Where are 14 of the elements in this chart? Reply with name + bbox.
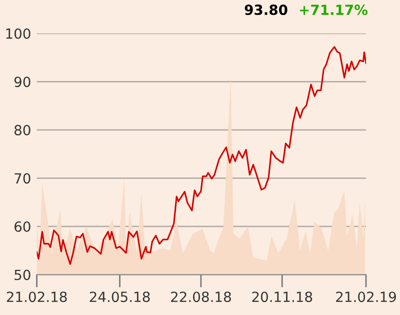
y-tick-label: 60 xyxy=(14,221,30,232)
y-tick-label: 80 xyxy=(14,124,30,136)
x-tick-label: 22.08.18 xyxy=(171,292,231,302)
x-tick-label: 24.05.18 xyxy=(90,292,150,302)
x-tick-label: 21.02.18 xyxy=(6,292,67,302)
text: 93.80 xyxy=(244,4,288,16)
y-tick-label: 70 xyxy=(14,173,30,184)
y-tick-label: 100 xyxy=(6,28,30,39)
line-series xyxy=(36,46,366,265)
y-tick-label: 90 xyxy=(14,76,30,88)
x-tick-label: 20.11.18 xyxy=(252,292,312,302)
x-tick-label: 21.02.19 xyxy=(336,292,396,302)
text: +71.17% xyxy=(300,4,368,16)
y-tick-label: 50 xyxy=(14,270,30,280)
